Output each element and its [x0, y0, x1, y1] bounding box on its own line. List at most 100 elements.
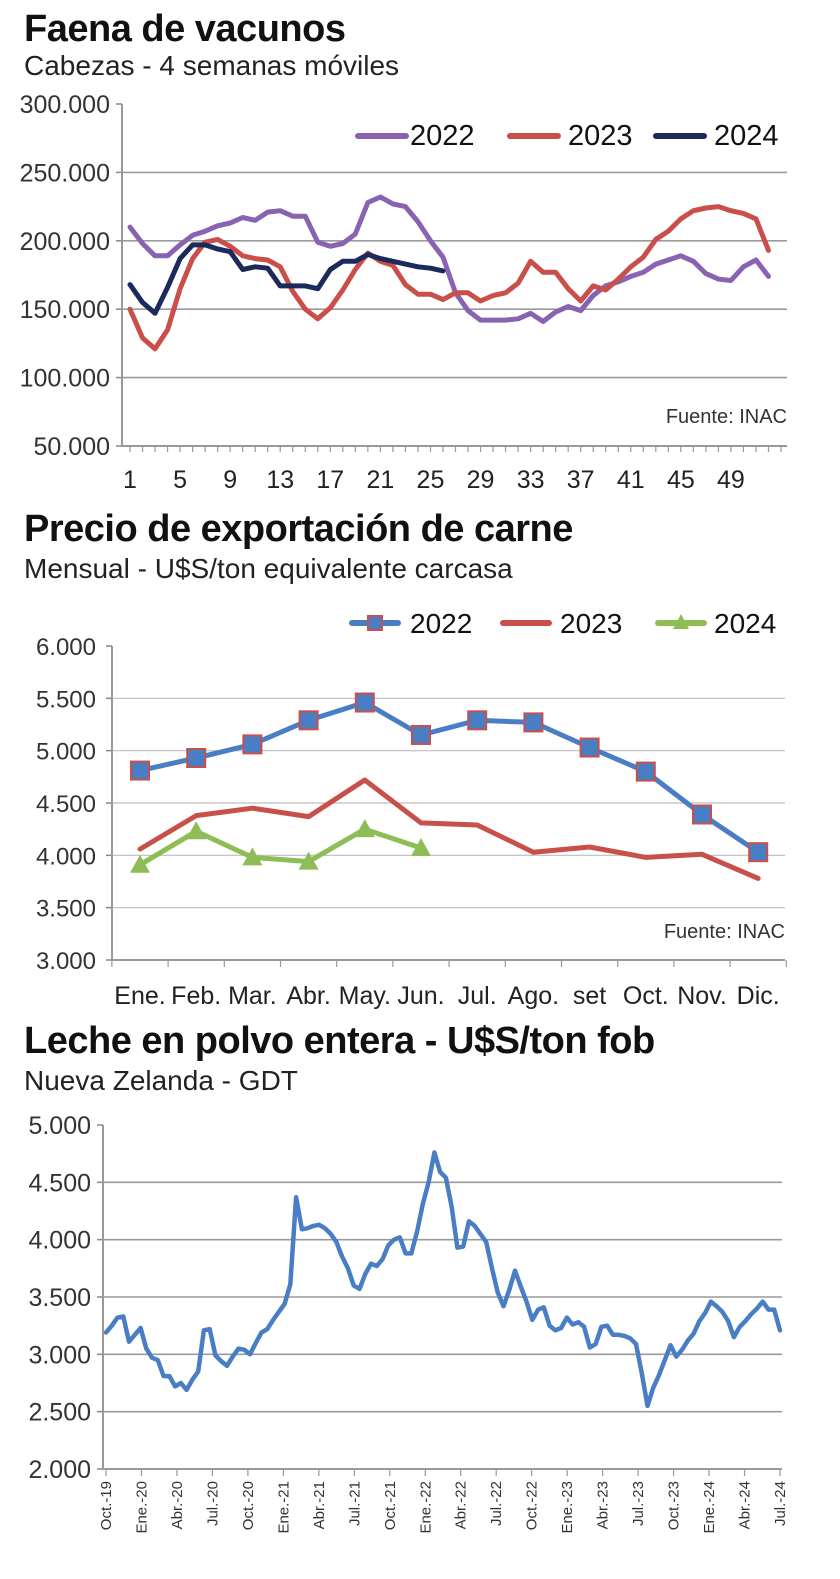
- chart2-title: Precio de exportación de carne: [24, 508, 573, 550]
- x-tick-label: 33: [517, 466, 545, 494]
- x-tick-label: 41: [617, 466, 645, 494]
- y-tick-label: 5.000: [28, 1112, 91, 1140]
- legend-marker-2022: [367, 615, 383, 631]
- data-point-2022: [186, 747, 207, 768]
- chart1-title: Faena de vacunos: [24, 8, 346, 50]
- x-tick-label: Feb.: [171, 982, 221, 1010]
- legend-marker-2024: [673, 614, 689, 629]
- x-tick-label: Oct.-19: [98, 1481, 115, 1530]
- data-point-2022: [130, 760, 150, 781]
- x-tick-label: Abr.-24: [737, 1481, 754, 1529]
- x-tick-label: Jun.: [397, 982, 444, 1010]
- y-tick-label: 4.000: [28, 1227, 91, 1255]
- y-tick-label: 4.500: [28, 1169, 91, 1197]
- data-point-2024: [186, 821, 207, 840]
- legend-label-2023: 2023: [560, 608, 622, 639]
- y-tick-label: 6.000: [36, 634, 96, 661]
- chart1-plot: 300.000 250.000 200.000 150.000 100.000 50.00…: [20, 91, 787, 494]
- x-tick-label: Oct.-21: [382, 1481, 399, 1530]
- x-tick-label: Dic.: [737, 982, 780, 1010]
- x-tick-label: 1: [123, 466, 137, 494]
- chart3-subtitle: Nueva Zelanda - GDT: [24, 1065, 298, 1096]
- series-line-2024: [127, 242, 446, 316]
- x-tick-label: 13: [266, 466, 294, 494]
- chart3-plot: 5.000 4.500 4.000 3.500 3.000 2.500 2.000 Oct.-…: [28, 1112, 789, 1534]
- x-tick-label: Abr.-22: [453, 1481, 470, 1529]
- x-tick-label: Mar.: [228, 982, 277, 1010]
- y-tick-label: 50.000: [34, 433, 110, 461]
- series-line-2022: [137, 700, 761, 855]
- x-tick-label: set: [573, 982, 606, 1010]
- legend-label-2023: 2023: [568, 120, 633, 152]
- x-tick-label: Ene.-20: [133, 1481, 150, 1534]
- x-tick-label: Ene.: [114, 982, 165, 1010]
- y-tick-label: 3.000: [28, 1341, 91, 1369]
- x-tick-label: Ene.-24: [701, 1481, 718, 1534]
- y-tick-label: 3.000: [36, 948, 96, 975]
- source-note: Fuente: INAC: [666, 406, 787, 428]
- legend-label-2022: 2022: [410, 608, 472, 639]
- y-tick-label: 3.500: [28, 1284, 91, 1312]
- x-tick-label: 45: [667, 466, 695, 494]
- x-tick-label: Ene.-22: [417, 1481, 434, 1534]
- source-note: Fuente: INAC: [664, 921, 785, 943]
- x-tick-label: Oct.-20: [240, 1481, 257, 1530]
- x-tick-label: 9: [223, 466, 237, 494]
- series-line-leche: [103, 1150, 783, 1409]
- series-line-2024: [137, 826, 424, 868]
- data-point-2022: [635, 761, 656, 782]
- series-line-2022: [127, 194, 771, 324]
- x-tick-label: 5: [173, 466, 187, 494]
- x-tick-label: Abr.-21: [311, 1481, 328, 1529]
- data-point-2022: [411, 724, 431, 745]
- series-line-2023: [137, 777, 761, 881]
- y-tick-label: 150.000: [20, 296, 110, 324]
- data-point-2022: [748, 842, 769, 863]
- x-tick-label: Abr.: [286, 982, 330, 1010]
- chart3-title: Leche en polvo entera - U$S/ton fob: [24, 1020, 655, 1062]
- x-tick-label: Jul.: [458, 982, 497, 1010]
- y-tick-label: 3.500: [36, 896, 96, 923]
- x-tick-label: Jul.-21: [346, 1481, 363, 1526]
- data-point-2022: [242, 734, 263, 755]
- data-point-2022: [579, 737, 600, 758]
- data-point-2024: [354, 819, 375, 838]
- y-tick-label: 250.000: [20, 159, 110, 187]
- x-tick-label: 21: [366, 466, 394, 494]
- chart1-subtitle: Cabezas - 4 semanas móviles: [24, 50, 400, 81]
- x-tick-label: 29: [467, 466, 495, 494]
- x-tick-label: 25: [417, 466, 445, 494]
- data-point-2022: [354, 692, 375, 713]
- legend-label-2024: 2024: [714, 608, 776, 639]
- x-tick-label: Jul.-23: [630, 1481, 647, 1526]
- data-point-2022: [523, 712, 544, 733]
- x-tick-label: Jul.-20: [204, 1481, 221, 1526]
- data-point-2024: [130, 854, 150, 873]
- y-tick-label: 4.000: [36, 843, 96, 870]
- x-tick-label: 17: [316, 466, 344, 494]
- x-tick-label: Abr.-20: [169, 1481, 186, 1529]
- data-point-2024: [242, 847, 263, 866]
- x-tick-label: Ago.: [508, 982, 559, 1010]
- y-tick-label: 100.000: [20, 365, 110, 393]
- data-point-2024: [411, 838, 431, 857]
- x-tick-label: Ene.-23: [559, 1481, 576, 1534]
- y-tick-label: 2.000: [28, 1456, 91, 1484]
- data-point-2022: [467, 710, 488, 731]
- x-tick-label: Nov.: [677, 982, 727, 1010]
- x-tick-label: 37: [567, 466, 595, 494]
- y-tick-label: 5.500: [36, 686, 96, 713]
- x-tick-label: Jul.-22: [488, 1481, 505, 1526]
- legend-label-2024: 2024: [714, 120, 779, 152]
- y-tick-label: 4.500: [36, 791, 96, 818]
- x-tick-label: Oct.-23: [666, 1481, 683, 1530]
- y-tick-label: 200.000: [20, 228, 110, 256]
- legend-label-2022: 2022: [410, 120, 475, 152]
- x-tick-label: Oct.: [623, 982, 669, 1010]
- data-point-2022: [298, 710, 319, 731]
- y-tick-label: 2.500: [28, 1399, 91, 1427]
- y-tick-label: 5.000: [36, 739, 96, 766]
- data-point-2022: [692, 804, 712, 825]
- x-tick-label: May.: [339, 982, 391, 1010]
